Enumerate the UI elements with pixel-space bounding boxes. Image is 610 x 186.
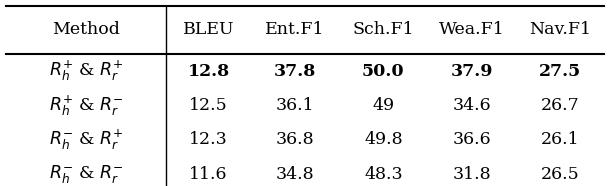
Text: 36.8: 36.8 [276, 132, 315, 148]
Text: 11.6: 11.6 [189, 166, 228, 183]
Text: 49: 49 [372, 97, 395, 114]
Text: 37.8: 37.8 [274, 63, 317, 80]
Text: Wea.F1: Wea.F1 [439, 21, 504, 38]
Text: 36.6: 36.6 [452, 132, 491, 148]
Text: 26.5: 26.5 [540, 166, 579, 183]
Text: Ent.F1: Ent.F1 [265, 21, 325, 38]
Text: 27.5: 27.5 [539, 63, 581, 80]
Text: 34.6: 34.6 [452, 97, 491, 114]
Text: 48.3: 48.3 [364, 166, 403, 183]
Text: Nav.F1: Nav.F1 [529, 21, 591, 38]
Text: 36.1: 36.1 [276, 97, 315, 114]
Text: 12.8: 12.8 [187, 63, 230, 80]
Text: Method: Method [52, 21, 120, 38]
Text: 31.8: 31.8 [452, 166, 491, 183]
Text: 12.5: 12.5 [189, 97, 228, 114]
Text: 49.8: 49.8 [364, 132, 403, 148]
Text: Sch.F1: Sch.F1 [353, 21, 414, 38]
Text: $R_h^{+}$ & $R_r^{-}$: $R_h^{+}$ & $R_r^{-}$ [49, 93, 123, 118]
Text: 26.7: 26.7 [540, 97, 579, 114]
Text: $R_h^{-}$ & $R_r^{-}$: $R_h^{-}$ & $R_r^{-}$ [49, 163, 123, 185]
Text: 12.3: 12.3 [189, 132, 228, 148]
Text: $R_h^{+}$ & $R_r^{+}$: $R_h^{+}$ & $R_r^{+}$ [49, 59, 123, 83]
Text: 26.1: 26.1 [540, 132, 579, 148]
Text: 37.9: 37.9 [450, 63, 493, 80]
Text: 34.8: 34.8 [276, 166, 315, 183]
Text: BLEU: BLEU [183, 21, 234, 38]
Text: 50.0: 50.0 [362, 63, 404, 80]
Text: $R_h^{-}$ & $R_r^{+}$: $R_h^{-}$ & $R_r^{+}$ [49, 128, 123, 152]
